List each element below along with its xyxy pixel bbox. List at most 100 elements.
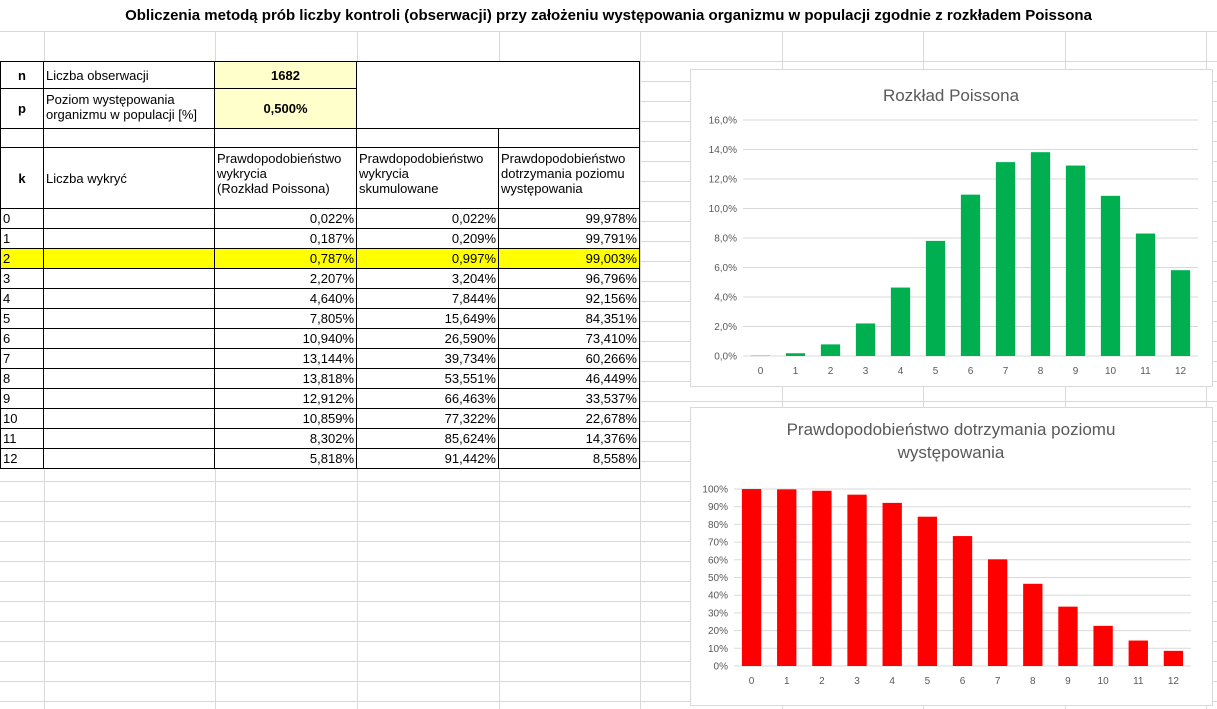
poisson-bar[interactable] (855, 323, 876, 356)
n-value-cell[interactable]: 1682 (215, 61, 357, 89)
keep-level-bar[interactable] (741, 489, 762, 666)
poisson-bar[interactable] (1100, 195, 1121, 356)
keep-level-bar[interactable] (847, 494, 867, 666)
poisson-bar[interactable] (1170, 270, 1191, 356)
header-detections[interactable]: Liczba wykryć (44, 148, 215, 209)
poisson-bar[interactable] (1030, 152, 1051, 356)
detections-cell[interactable] (44, 369, 215, 389)
keep-level-bar[interactable] (952, 536, 973, 666)
keep-level-bar[interactable] (987, 559, 1008, 666)
keep-level-cell[interactable]: 14,376% (499, 429, 640, 449)
header-keep-level[interactable]: Prawdopodobieństwo dotrzymania poziomu w… (499, 148, 640, 209)
cumulative-cell[interactable]: 7,844% (357, 289, 499, 309)
k-cell[interactable]: 8 (0, 369, 44, 389)
probability-cell[interactable]: 12,912% (215, 389, 357, 409)
keep-level-bar[interactable] (1058, 606, 1078, 666)
n-description[interactable]: Liczba obserwacji (44, 61, 215, 89)
poisson-bar[interactable] (785, 353, 806, 356)
poisson-chart[interactable]: Rozkład Poissona 0,0% 2,0% 4,0% 6,0% 8,0% 10,… (690, 69, 1213, 387)
probability-cell[interactable]: 10,940% (215, 329, 357, 349)
keep-level-cell[interactable]: 73,410% (499, 329, 640, 349)
cumulative-cell[interactable]: 66,463% (357, 389, 499, 409)
cumulative-cell[interactable]: 0,022% (357, 209, 499, 229)
detections-cell[interactable] (44, 249, 215, 269)
k-cell[interactable]: 11 (0, 429, 44, 449)
k-cell[interactable]: 12 (0, 449, 44, 469)
keep-level-chart[interactable]: Prawdopodobieństwo dotrzymania poziomu w… (690, 407, 1213, 706)
k-cell[interactable]: 9 (0, 389, 44, 409)
keep-level-bar[interactable] (1128, 640, 1148, 666)
cumulative-cell[interactable]: 0,209% (357, 229, 499, 249)
probability-cell[interactable]: 5,818% (215, 449, 357, 469)
cumulative-cell[interactable]: 3,204% (357, 269, 499, 289)
keep-level-cell[interactable]: 99,791% (499, 229, 640, 249)
keep-level-cell[interactable]: 22,678% (499, 409, 640, 429)
probability-cell[interactable]: 0,787% (215, 249, 357, 269)
p-description[interactable]: Poziom występowania organizmu w populacj… (44, 89, 215, 129)
cumulative-cell[interactable]: 26,590% (357, 329, 499, 349)
detections-cell[interactable] (44, 269, 215, 289)
probability-cell[interactable]: 2,207% (215, 269, 357, 289)
keep-level-cell[interactable]: 92,156% (499, 289, 640, 309)
keep-level-cell[interactable]: 46,449% (499, 369, 640, 389)
p-label[interactable]: p (0, 89, 44, 129)
keep-level-bar[interactable] (882, 502, 902, 666)
cumulative-cell[interactable]: 53,551% (357, 369, 499, 389)
poisson-bar[interactable] (820, 344, 841, 356)
blank-cell[interactable] (0, 129, 44, 148)
keep-level-bar[interactable] (777, 489, 797, 666)
keep-level-cell[interactable]: 99,003% (499, 249, 640, 269)
k-cell[interactable]: 2 (0, 249, 44, 269)
detections-cell[interactable] (44, 429, 215, 449)
keep-level-cell[interactable]: 96,796% (499, 269, 640, 289)
header-cumulative[interactable]: Prawdopodobieństwo wykrycia skumulowane (357, 148, 499, 209)
cumulative-cell[interactable]: 91,442% (357, 449, 499, 469)
keep-level-cell[interactable]: 60,266% (499, 349, 640, 369)
probability-cell[interactable]: 0,022% (215, 209, 357, 229)
keep-level-bar[interactable] (1163, 650, 1184, 666)
detections-cell[interactable] (44, 229, 215, 249)
poisson-bar[interactable] (960, 194, 981, 356)
keep-level-bar[interactable] (1093, 625, 1113, 666)
k-cell[interactable]: 5 (0, 309, 44, 329)
keep-level-bar[interactable] (917, 516, 938, 666)
k-cell[interactable]: 7 (0, 349, 44, 369)
probability-cell[interactable]: 4,640% (215, 289, 357, 309)
probability-cell[interactable]: 0,187% (215, 229, 357, 249)
keep-level-bar[interactable] (1023, 583, 1043, 666)
detections-cell[interactable] (44, 209, 215, 229)
detections-cell[interactable] (44, 389, 215, 409)
poisson-bar[interactable] (925, 240, 946, 356)
keep-level-cell[interactable]: 99,978% (499, 209, 640, 229)
probability-cell[interactable]: 8,302% (215, 429, 357, 449)
params-blank-cell[interactable] (357, 61, 640, 129)
cumulative-cell[interactable]: 0,997% (357, 249, 499, 269)
probability-cell[interactable]: 10,859% (215, 409, 357, 429)
probability-cell[interactable]: 13,818% (215, 369, 357, 389)
k-cell[interactable]: 0 (0, 209, 44, 229)
cumulative-cell[interactable]: 15,649% (357, 309, 499, 329)
detections-cell[interactable] (44, 329, 215, 349)
detections-cell[interactable] (44, 309, 215, 329)
detections-cell[interactable] (44, 289, 215, 309)
header-probability[interactable]: Prawdopodobieństwo wykrycia (Rozkład Poi… (215, 148, 357, 209)
keep-level-bar[interactable] (812, 490, 832, 666)
k-cell[interactable]: 3 (0, 269, 44, 289)
poisson-bar[interactable] (890, 287, 911, 356)
k-cell[interactable]: 4 (0, 289, 44, 309)
keep-level-cell[interactable]: 84,351% (499, 309, 640, 329)
k-cell[interactable]: 1 (0, 229, 44, 249)
cumulative-cell[interactable]: 85,624% (357, 429, 499, 449)
n-label[interactable]: n (0, 61, 44, 89)
p-value-cell[interactable]: 0,500% (215, 89, 357, 129)
probability-cell[interactable]: 13,144% (215, 349, 357, 369)
detections-cell[interactable] (44, 449, 215, 469)
keep-level-cell[interactable]: 33,537% (499, 389, 640, 409)
cumulative-cell[interactable]: 39,734% (357, 349, 499, 369)
detections-cell[interactable] (44, 409, 215, 429)
header-k[interactable]: k (0, 148, 44, 209)
k-cell[interactable]: 6 (0, 329, 44, 349)
poisson-bar[interactable] (1135, 233, 1156, 356)
probability-cell[interactable]: 7,805% (215, 309, 357, 329)
poisson-bar[interactable] (1065, 165, 1086, 356)
